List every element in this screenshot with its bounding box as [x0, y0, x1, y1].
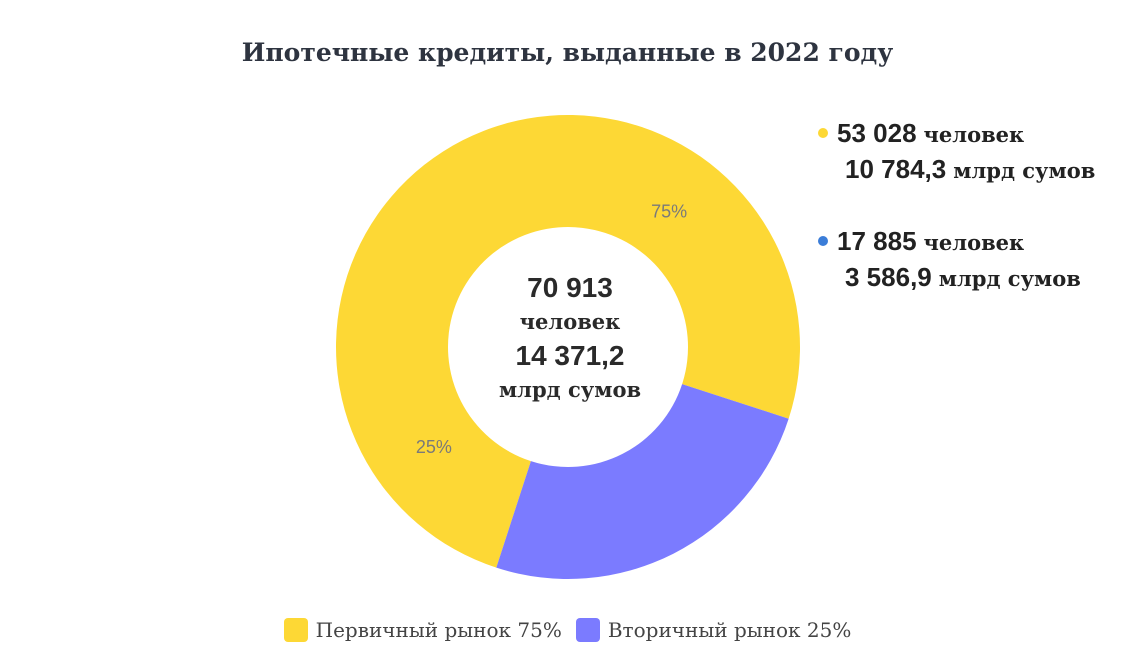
- center-people-unit: человек: [519, 309, 621, 334]
- annotation-secondary: 17 885 человек 3 586,9 млрд сумов: [818, 226, 1081, 298]
- annotation-secondary-amount-unit: млрд сумов: [938, 266, 1081, 291]
- legend-label-secondary: Вторичный рынок: [607, 618, 801, 642]
- legend-item-primary[interactable]: Первичный рынок 75%: [283, 618, 562, 642]
- annotation-primary-people: 53 028: [837, 118, 917, 148]
- legend-swatch-primary: [283, 618, 308, 642]
- annotation-secondary-dot: [818, 236, 828, 246]
- annotation-primary-dot: [818, 128, 828, 138]
- annotation-secondary-amount: 3 586,9: [845, 262, 932, 292]
- center-summary: 70 913 человек 14 371,2 млрд сумов: [450, 270, 690, 406]
- donut-slice-primary[interactable]: [336, 115, 800, 568]
- annotation-primary-amount: 10 784,3: [845, 154, 947, 184]
- annotation-primary-amount-unit: млрд сумов: [953, 158, 1096, 183]
- chart-title: Ипотечные кредиты, выданные в 2022 году: [241, 38, 894, 67]
- center-amount-value: 14 371,2: [515, 340, 625, 371]
- slice-label-secondary: 25%: [416, 437, 452, 457]
- center-amount-unit: млрд сумов: [498, 377, 642, 402]
- center-people-value: 70 913: [527, 272, 613, 303]
- slice-label-primary: 75%: [651, 202, 687, 222]
- annotation-secondary-people-unit: человек: [923, 230, 1025, 255]
- chart-legend: Первичный рынок 75% Вторичный рынок 25%: [0, 618, 1135, 642]
- legend-swatch-secondary: [575, 618, 600, 642]
- donut-slice-secondary[interactable]: [496, 384, 789, 580]
- legend-label-primary: Первичный рынок: [315, 618, 512, 642]
- annotation-primary-people-unit: человек: [923, 122, 1025, 147]
- annotation-primary: 53 028 человек 10 784,3 млрд сумов: [818, 118, 1095, 190]
- annotation-secondary-people: 17 885: [837, 226, 917, 256]
- legend-value-secondary: 25%: [806, 618, 852, 642]
- legend-item-secondary[interactable]: Вторичный рынок 25%: [575, 618, 852, 642]
- legend-value-primary: 75%: [517, 618, 562, 642]
